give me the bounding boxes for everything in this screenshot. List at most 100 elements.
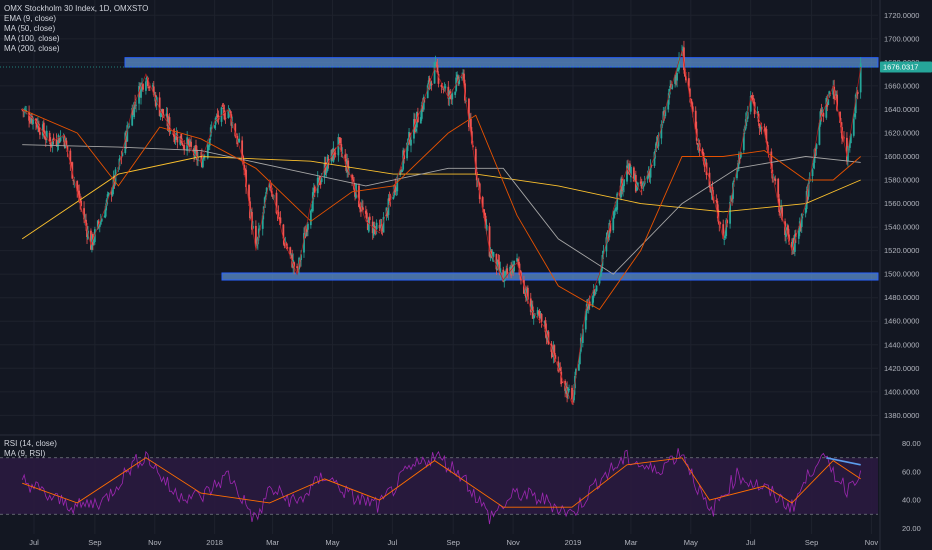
candle-body xyxy=(379,225,382,228)
candle-body xyxy=(153,94,156,96)
candle-body xyxy=(846,146,849,162)
legend-symbol-title[interactable]: OMX Stockholm 30 Index, 1D, OMXSTO xyxy=(4,4,149,13)
candle-body xyxy=(56,146,59,147)
candle-body xyxy=(690,101,693,107)
candle-body xyxy=(183,145,186,150)
candle-body xyxy=(798,221,801,232)
candle-body xyxy=(532,315,535,319)
candle-body xyxy=(750,95,753,101)
candle-body xyxy=(208,138,211,146)
candle-body xyxy=(848,140,851,148)
candle-body xyxy=(406,142,408,159)
candle-body xyxy=(222,107,225,109)
candle-body xyxy=(174,138,177,140)
candle-body xyxy=(765,129,768,143)
rsi-pane[interactable] xyxy=(0,448,878,525)
candle-body xyxy=(386,208,389,216)
price-tick-label: 1580.0000 xyxy=(884,176,919,185)
candle-body xyxy=(540,313,543,322)
time-tick-label: Nov xyxy=(865,538,879,547)
candle-body xyxy=(324,162,327,174)
candle-body xyxy=(289,247,292,255)
price-tick-label: 1460.0000 xyxy=(884,317,919,326)
candle-body xyxy=(172,132,175,135)
candle-body xyxy=(585,304,588,314)
candle-body xyxy=(763,126,766,128)
candle-body xyxy=(758,123,761,129)
candle-body xyxy=(152,86,155,95)
candle-body xyxy=(165,113,168,116)
candle-body xyxy=(229,111,232,114)
candle-body xyxy=(254,225,257,245)
rsi-tick-label: 60.00 xyxy=(902,467,921,476)
candle-body xyxy=(443,86,446,90)
rsi-scale[interactable]: 20.00 40.00 60.00 80.00 xyxy=(902,439,921,533)
candle-body xyxy=(780,205,783,215)
candle-body xyxy=(536,310,539,315)
candle-body xyxy=(330,149,333,162)
price-scale[interactable]: 1380.0000 1400.0000 1420.0000 1440.0000 1460… xyxy=(884,11,919,420)
legend-rsi-title[interactable]: RSI (14, close) xyxy=(4,439,57,448)
price-tick-label: 1500.0000 xyxy=(884,270,919,279)
candle-body xyxy=(372,225,375,236)
candle-body xyxy=(537,312,540,314)
candle-body xyxy=(269,185,272,188)
candle-body xyxy=(36,121,38,128)
candle-body xyxy=(506,268,509,275)
candle-body xyxy=(30,118,32,123)
candle-body xyxy=(313,186,316,193)
candle-body xyxy=(55,139,58,146)
candle-body xyxy=(484,215,487,229)
candle-body xyxy=(25,109,28,111)
candle-body xyxy=(543,321,546,323)
candle-body xyxy=(62,135,65,139)
candle-body xyxy=(825,97,828,118)
legend-study-ma200[interactable]: MA (200, close) xyxy=(4,44,60,53)
candle-body xyxy=(695,128,698,141)
legend-rsi-ma[interactable]: MA (9, RSI) xyxy=(4,449,46,458)
candle-body xyxy=(630,166,632,178)
time-scale[interactable]: Jul Sep Nov 2018 Mar May Jul Sep Nov 2019 Mar May Ju… xyxy=(29,538,878,547)
candle-body xyxy=(58,137,61,143)
candle-body xyxy=(72,179,75,181)
legend-study-ma50[interactable]: MA (50, close) xyxy=(4,24,56,33)
resistance-support-zone xyxy=(124,57,879,68)
candle-body xyxy=(752,101,755,105)
rsi-divergence-line xyxy=(826,457,861,466)
candle-body xyxy=(560,371,563,385)
candle-body xyxy=(307,223,309,230)
candle-body xyxy=(510,268,513,276)
candle-body xyxy=(227,109,230,119)
candle-body xyxy=(220,107,223,122)
candle-body xyxy=(832,86,835,95)
grid xyxy=(0,0,878,534)
candle-body xyxy=(29,120,31,123)
candle-body xyxy=(485,224,488,231)
candle-body xyxy=(684,68,686,77)
candle-body xyxy=(323,163,326,178)
candle-body xyxy=(429,81,432,86)
candle-body xyxy=(696,143,699,145)
candle-body xyxy=(167,118,170,127)
price-pane[interactable] xyxy=(0,40,879,406)
candle-body xyxy=(609,222,612,232)
candle-body xyxy=(340,144,343,153)
candle-body xyxy=(206,144,209,159)
candle-body xyxy=(396,176,399,192)
time-tick-label: Sep xyxy=(805,538,818,547)
candle-body xyxy=(719,222,722,224)
candle-body xyxy=(180,133,183,144)
candle-body xyxy=(393,185,396,196)
candle-body xyxy=(599,272,602,274)
candle-body xyxy=(709,184,712,193)
price-tick-label: 1600.0000 xyxy=(884,152,919,161)
candle-body xyxy=(846,137,848,162)
legend-study-ema9[interactable]: EMA (9, close) xyxy=(4,14,57,23)
candle-body xyxy=(552,346,555,357)
candle-body xyxy=(173,132,176,142)
legend-study-ma100[interactable]: MA (100, close) xyxy=(4,34,60,43)
candle-body xyxy=(430,83,433,86)
candle-body xyxy=(320,178,323,182)
candle-body xyxy=(701,149,704,155)
